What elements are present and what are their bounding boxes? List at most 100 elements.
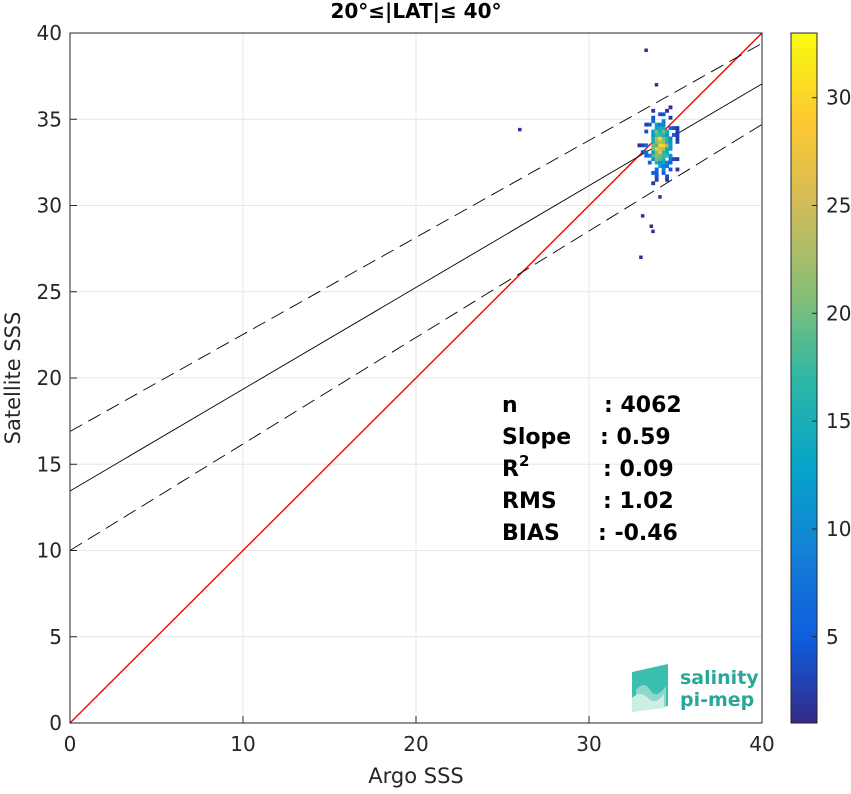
stat-value: : 0.09: [603, 457, 674, 482]
density-cell: [651, 150, 656, 155]
density-cell: [651, 108, 656, 113]
density-cell: [644, 129, 649, 134]
density-cell: [654, 143, 659, 148]
density-cell: [651, 229, 655, 234]
density-cell: [665, 146, 669, 151]
y-tick-label: 20: [37, 366, 62, 390]
line-fit-: [70, 124, 762, 551]
density-cell: [665, 143, 669, 148]
colorbar-ticks: 5 10 15 20 25 30: [812, 86, 851, 649]
density-cell: [640, 150, 645, 155]
density-cell: [668, 105, 673, 110]
density-cell: [675, 167, 680, 172]
line-1-1: [70, 33, 762, 723]
density-cell: [658, 133, 663, 137]
y-tick-label: 25: [37, 280, 62, 304]
density-cell: [665, 153, 669, 158]
density-cell: [647, 122, 652, 127]
density-cell: [644, 48, 648, 53]
density-cell: [668, 167, 673, 172]
density-cell: [658, 126, 663, 130]
salinity-pi-mep-logo: salinity pi-mep: [632, 664, 759, 712]
density-cell: [665, 136, 669, 141]
x-tick-label: 10: [230, 732, 255, 756]
density-cell: [668, 157, 673, 162]
y-tick-label: 15: [37, 452, 62, 476]
density-cell: [672, 133, 676, 137]
density-cell: [651, 143, 656, 148]
density-cell: [668, 136, 673, 141]
density-cell: [651, 181, 656, 186]
x-tick-label: 30: [576, 732, 601, 756]
stat-label: RMS: [502, 489, 557, 514]
density-cell: [675, 129, 680, 134]
density-cell: [651, 129, 656, 134]
x-tick-label: 0: [64, 732, 77, 756]
y-tick-label: 40: [37, 21, 62, 45]
density-cell: [661, 160, 666, 165]
density-cell: [654, 160, 659, 165]
density-cell: [661, 146, 666, 151]
density-cell: [665, 160, 669, 165]
density-cell: [665, 108, 669, 113]
density-cell: [675, 133, 680, 137]
density-cell: [668, 160, 673, 165]
density-cell: [654, 133, 659, 137]
density-cell: [661, 136, 666, 141]
density-cell: [661, 139, 666, 144]
density-cell: [644, 150, 649, 155]
density-cell: [658, 160, 663, 165]
density-cell: [675, 157, 680, 162]
density-cell: [661, 150, 666, 155]
density-cell: [654, 157, 659, 162]
density-cell: [651, 115, 656, 120]
density-cell: [658, 143, 663, 148]
density-cell: [668, 153, 673, 158]
density-cell: [654, 177, 659, 182]
density-cell: [661, 167, 666, 172]
y-ticks: 0 5 10 15 20 25 30 35 40: [37, 21, 77, 735]
density-cell: [644, 122, 649, 127]
density-cell: [672, 126, 676, 130]
density-cell: [658, 157, 663, 162]
stat-superscript: 2: [519, 452, 529, 470]
colorbar-tick-label: 10: [826, 517, 851, 541]
density-cell: [668, 146, 673, 151]
colorbar-tick-label: 25: [826, 194, 851, 218]
wave-icon: [632, 664, 668, 712]
density-cell: [661, 119, 666, 124]
y-tick-label: 35: [37, 107, 62, 131]
density-cell: [654, 171, 659, 175]
density-cell: [658, 139, 663, 144]
density-cell: [639, 255, 643, 260]
density-cell: [668, 139, 673, 144]
y-axis-label: Satellite SSS: [1, 312, 25, 445]
stat-label: n: [502, 393, 518, 418]
density-cell: [647, 153, 652, 158]
density-cell: [654, 83, 659, 87]
density-cell: [658, 129, 663, 134]
density-cell: [661, 112, 666, 117]
density-cell: [654, 167, 659, 172]
density-cell: [654, 129, 659, 134]
density-cell: [658, 136, 663, 141]
density-cell: [651, 136, 656, 141]
colorbar-tick-label: 5: [826, 625, 839, 649]
density-cell: [654, 174, 659, 179]
x-tick-label: 40: [749, 732, 774, 756]
density-cell: [654, 139, 659, 144]
stat-label: BIAS: [502, 521, 560, 546]
density-cell: [661, 126, 666, 130]
colorbar-tick-label: 30: [826, 86, 851, 110]
density-cell: [665, 164, 669, 168]
density-cell: [658, 122, 663, 127]
stat-value: : -0.46: [598, 521, 678, 546]
density-cell: [651, 139, 656, 144]
density-cell: [668, 143, 673, 148]
density-cell: [658, 153, 663, 158]
density-cell: [640, 214, 645, 218]
density-cell: [658, 112, 663, 117]
y-tick-label: 30: [37, 194, 62, 218]
density-cell: [654, 126, 659, 130]
